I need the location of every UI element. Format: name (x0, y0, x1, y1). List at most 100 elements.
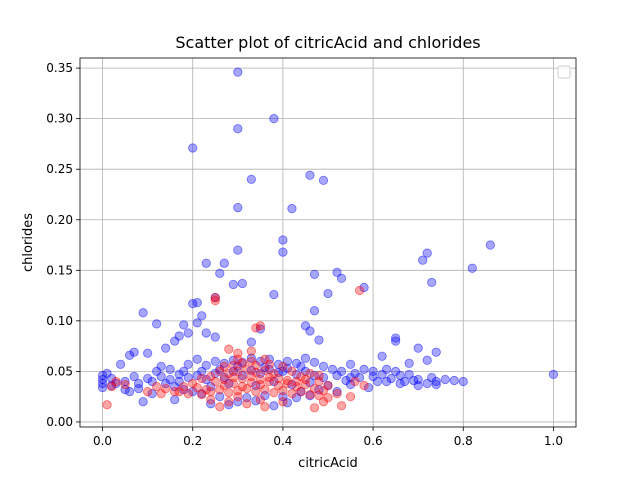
y-tick-label: 0.00 (46, 415, 73, 429)
scatter-point (260, 402, 270, 412)
scatter-point (391, 366, 401, 376)
scatter-point (134, 378, 144, 389)
scatter-point (174, 369, 184, 380)
scatter-point (152, 319, 162, 329)
scatter-point (287, 204, 297, 214)
scatter-point (152, 381, 162, 392)
scatter-point (418, 255, 428, 265)
x-tick-label: 0.6 (364, 434, 383, 448)
scatter-point (134, 383, 144, 394)
scatter-point (201, 258, 211, 268)
scatter-point (391, 336, 401, 346)
x-tick-label: 0.0 (93, 434, 112, 448)
scatter-point (233, 67, 243, 77)
scatter-point (246, 346, 256, 356)
y-tick-label: 0.30 (46, 112, 73, 126)
scatter-point (224, 397, 234, 407)
scatter-point (404, 369, 414, 380)
scatter-point (183, 359, 193, 369)
x-tick-label: 0.2 (183, 434, 202, 448)
scatter-point (183, 389, 193, 399)
scatter-point (224, 344, 234, 354)
scatter-point (251, 396, 261, 406)
y-tick-label: 0.35 (46, 61, 73, 75)
scatter-point (125, 387, 135, 397)
scatter-point (233, 124, 243, 134)
scatter-point (228, 355, 238, 365)
scatter-point (251, 387, 261, 397)
plot-frame (79, 57, 577, 428)
scatter-point (102, 400, 112, 410)
scatter-point (183, 372, 193, 383)
scatter-point (197, 311, 207, 321)
scatter-point (332, 370, 342, 381)
scatter-point (197, 366, 207, 376)
scatter-point (224, 368, 234, 379)
scatter-point (215, 402, 225, 412)
scatter-point (233, 397, 243, 407)
scatter-point (210, 356, 220, 366)
scatter-point (467, 263, 477, 273)
scatter-point (300, 374, 311, 385)
axis-ticks: 0.0 0.2 0.4 0.6 0.8 1.0 0.00 0.05 0.10 0.15 0.20 0.… (46, 61, 563, 448)
scatter-point (309, 383, 320, 394)
scatter-point (386, 373, 396, 384)
x-axis-label: citricAcid (298, 456, 358, 471)
scatter-point (255, 379, 265, 390)
scatter-point (219, 361, 229, 371)
scatter-point (233, 392, 243, 402)
scatter-point (548, 369, 559, 380)
scatter-point (129, 371, 139, 382)
scatter-point (305, 377, 315, 388)
scatter-point (233, 245, 243, 255)
scatter-point (368, 366, 378, 376)
scatter-point (350, 376, 360, 387)
scatter-point (138, 397, 148, 407)
scatter-point (269, 401, 279, 411)
scatter-point (269, 114, 279, 124)
scatter-point (336, 273, 347, 283)
y-tick-label: 0.25 (46, 162, 73, 176)
y-axis-label: chlorides (21, 213, 36, 272)
scatter-point (251, 323, 261, 333)
y-tick-label: 0.10 (46, 314, 73, 328)
scatter-point (345, 392, 356, 402)
scatter-point (372, 376, 383, 387)
x-tick-label: 0.4 (273, 434, 292, 448)
scatter-point (287, 366, 297, 376)
scatter-point (422, 355, 432, 365)
scatter-point (273, 380, 283, 391)
scatter-point (458, 376, 468, 387)
x-tick-label: 1.0 (544, 434, 563, 448)
scatter-point (422, 378, 432, 389)
scatter-point (156, 371, 166, 382)
scatter-point (282, 398, 293, 408)
scatter-point (210, 292, 220, 303)
scatter-point (143, 348, 153, 358)
scatter-point (323, 380, 333, 391)
scatter-point (413, 343, 423, 353)
scatter-point (260, 354, 270, 364)
scatter-point (219, 358, 229, 368)
scatter-point (336, 401, 347, 411)
scatter-point (210, 296, 220, 306)
scatter-point (206, 387, 216, 397)
scatter-point (359, 282, 369, 293)
scatter-point (395, 378, 405, 389)
scatter-point (97, 378, 108, 389)
scatter-point (174, 387, 184, 397)
scatter-point (242, 383, 252, 394)
scatter-point (332, 267, 342, 277)
scatter-point (431, 376, 441, 387)
scatter-point (404, 358, 414, 368)
scatter-point (147, 389, 157, 399)
scatter-point (431, 347, 441, 357)
scatter-point (309, 357, 320, 367)
scatter-point (165, 374, 175, 385)
scatter-point (192, 382, 202, 393)
scatter-point (382, 376, 392, 387)
scatter-point (246, 356, 256, 366)
scatter-point (323, 288, 333, 299)
scatter-point (224, 388, 234, 398)
scatter-point (192, 298, 202, 308)
